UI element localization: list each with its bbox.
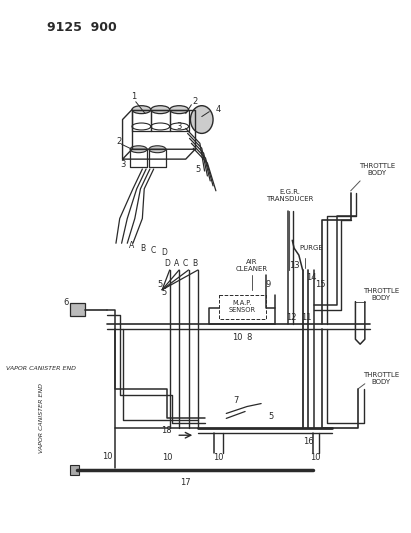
Text: C: C bbox=[183, 259, 188, 268]
Ellipse shape bbox=[170, 106, 189, 114]
Bar bbox=[70, 303, 85, 317]
Text: 13: 13 bbox=[289, 261, 300, 270]
Ellipse shape bbox=[190, 106, 213, 133]
Text: D: D bbox=[164, 259, 170, 268]
Text: 10: 10 bbox=[162, 454, 172, 463]
Text: E.G.R.
TRANSDUCER: E.G.R. TRANSDUCER bbox=[266, 189, 313, 202]
Text: A: A bbox=[129, 241, 135, 250]
Text: 4: 4 bbox=[216, 105, 222, 114]
Text: THROTTLE
BODY: THROTTLE BODY bbox=[363, 288, 399, 301]
Text: 8: 8 bbox=[246, 333, 252, 342]
Ellipse shape bbox=[130, 146, 147, 152]
Text: 16: 16 bbox=[303, 437, 314, 446]
Text: 3: 3 bbox=[120, 159, 125, 168]
Text: 9: 9 bbox=[265, 280, 270, 289]
Text: 5: 5 bbox=[268, 412, 273, 421]
Bar bbox=[70, 465, 79, 475]
Ellipse shape bbox=[151, 106, 170, 114]
Text: 5: 5 bbox=[162, 288, 166, 297]
Text: 10: 10 bbox=[213, 454, 224, 463]
Text: A: A bbox=[174, 259, 179, 268]
Text: 2: 2 bbox=[192, 97, 198, 106]
Text: 12: 12 bbox=[286, 313, 297, 322]
Text: 1: 1 bbox=[131, 92, 136, 101]
Text: THROTTLE
BODY: THROTTLE BODY bbox=[363, 373, 399, 385]
Text: 3: 3 bbox=[176, 122, 182, 131]
Text: 9125  900: 9125 900 bbox=[47, 21, 117, 34]
Text: 5: 5 bbox=[158, 280, 163, 289]
Text: 11: 11 bbox=[301, 313, 312, 322]
Text: B: B bbox=[141, 244, 146, 253]
Bar bbox=[219, 295, 266, 319]
Ellipse shape bbox=[149, 146, 166, 152]
Text: B: B bbox=[193, 259, 198, 268]
Text: 17: 17 bbox=[180, 478, 191, 487]
Text: THROTTLE
BODY: THROTTLE BODY bbox=[359, 163, 395, 175]
Text: VAPOR CANISTER END: VAPOR CANISTER END bbox=[7, 366, 76, 372]
Text: 18: 18 bbox=[162, 426, 172, 435]
Text: 6: 6 bbox=[63, 298, 69, 307]
Text: D: D bbox=[161, 248, 167, 257]
Text: VAPOR CANISTER END: VAPOR CANISTER END bbox=[39, 383, 44, 454]
Ellipse shape bbox=[132, 106, 151, 114]
Text: 10: 10 bbox=[232, 333, 243, 342]
Text: 15: 15 bbox=[315, 280, 326, 289]
Text: 2: 2 bbox=[116, 137, 121, 146]
Text: 10: 10 bbox=[102, 451, 113, 461]
Text: 14: 14 bbox=[306, 273, 316, 282]
Text: PURGE: PURGE bbox=[299, 245, 323, 251]
Text: C: C bbox=[151, 246, 156, 255]
Text: 10: 10 bbox=[311, 454, 321, 463]
Text: M.A.P.
SENSOR: M.A.P. SENSOR bbox=[229, 300, 256, 313]
Text: 7: 7 bbox=[233, 396, 238, 405]
Text: AIR
CLEANER: AIR CLEANER bbox=[236, 259, 268, 271]
Text: 5: 5 bbox=[195, 165, 201, 174]
